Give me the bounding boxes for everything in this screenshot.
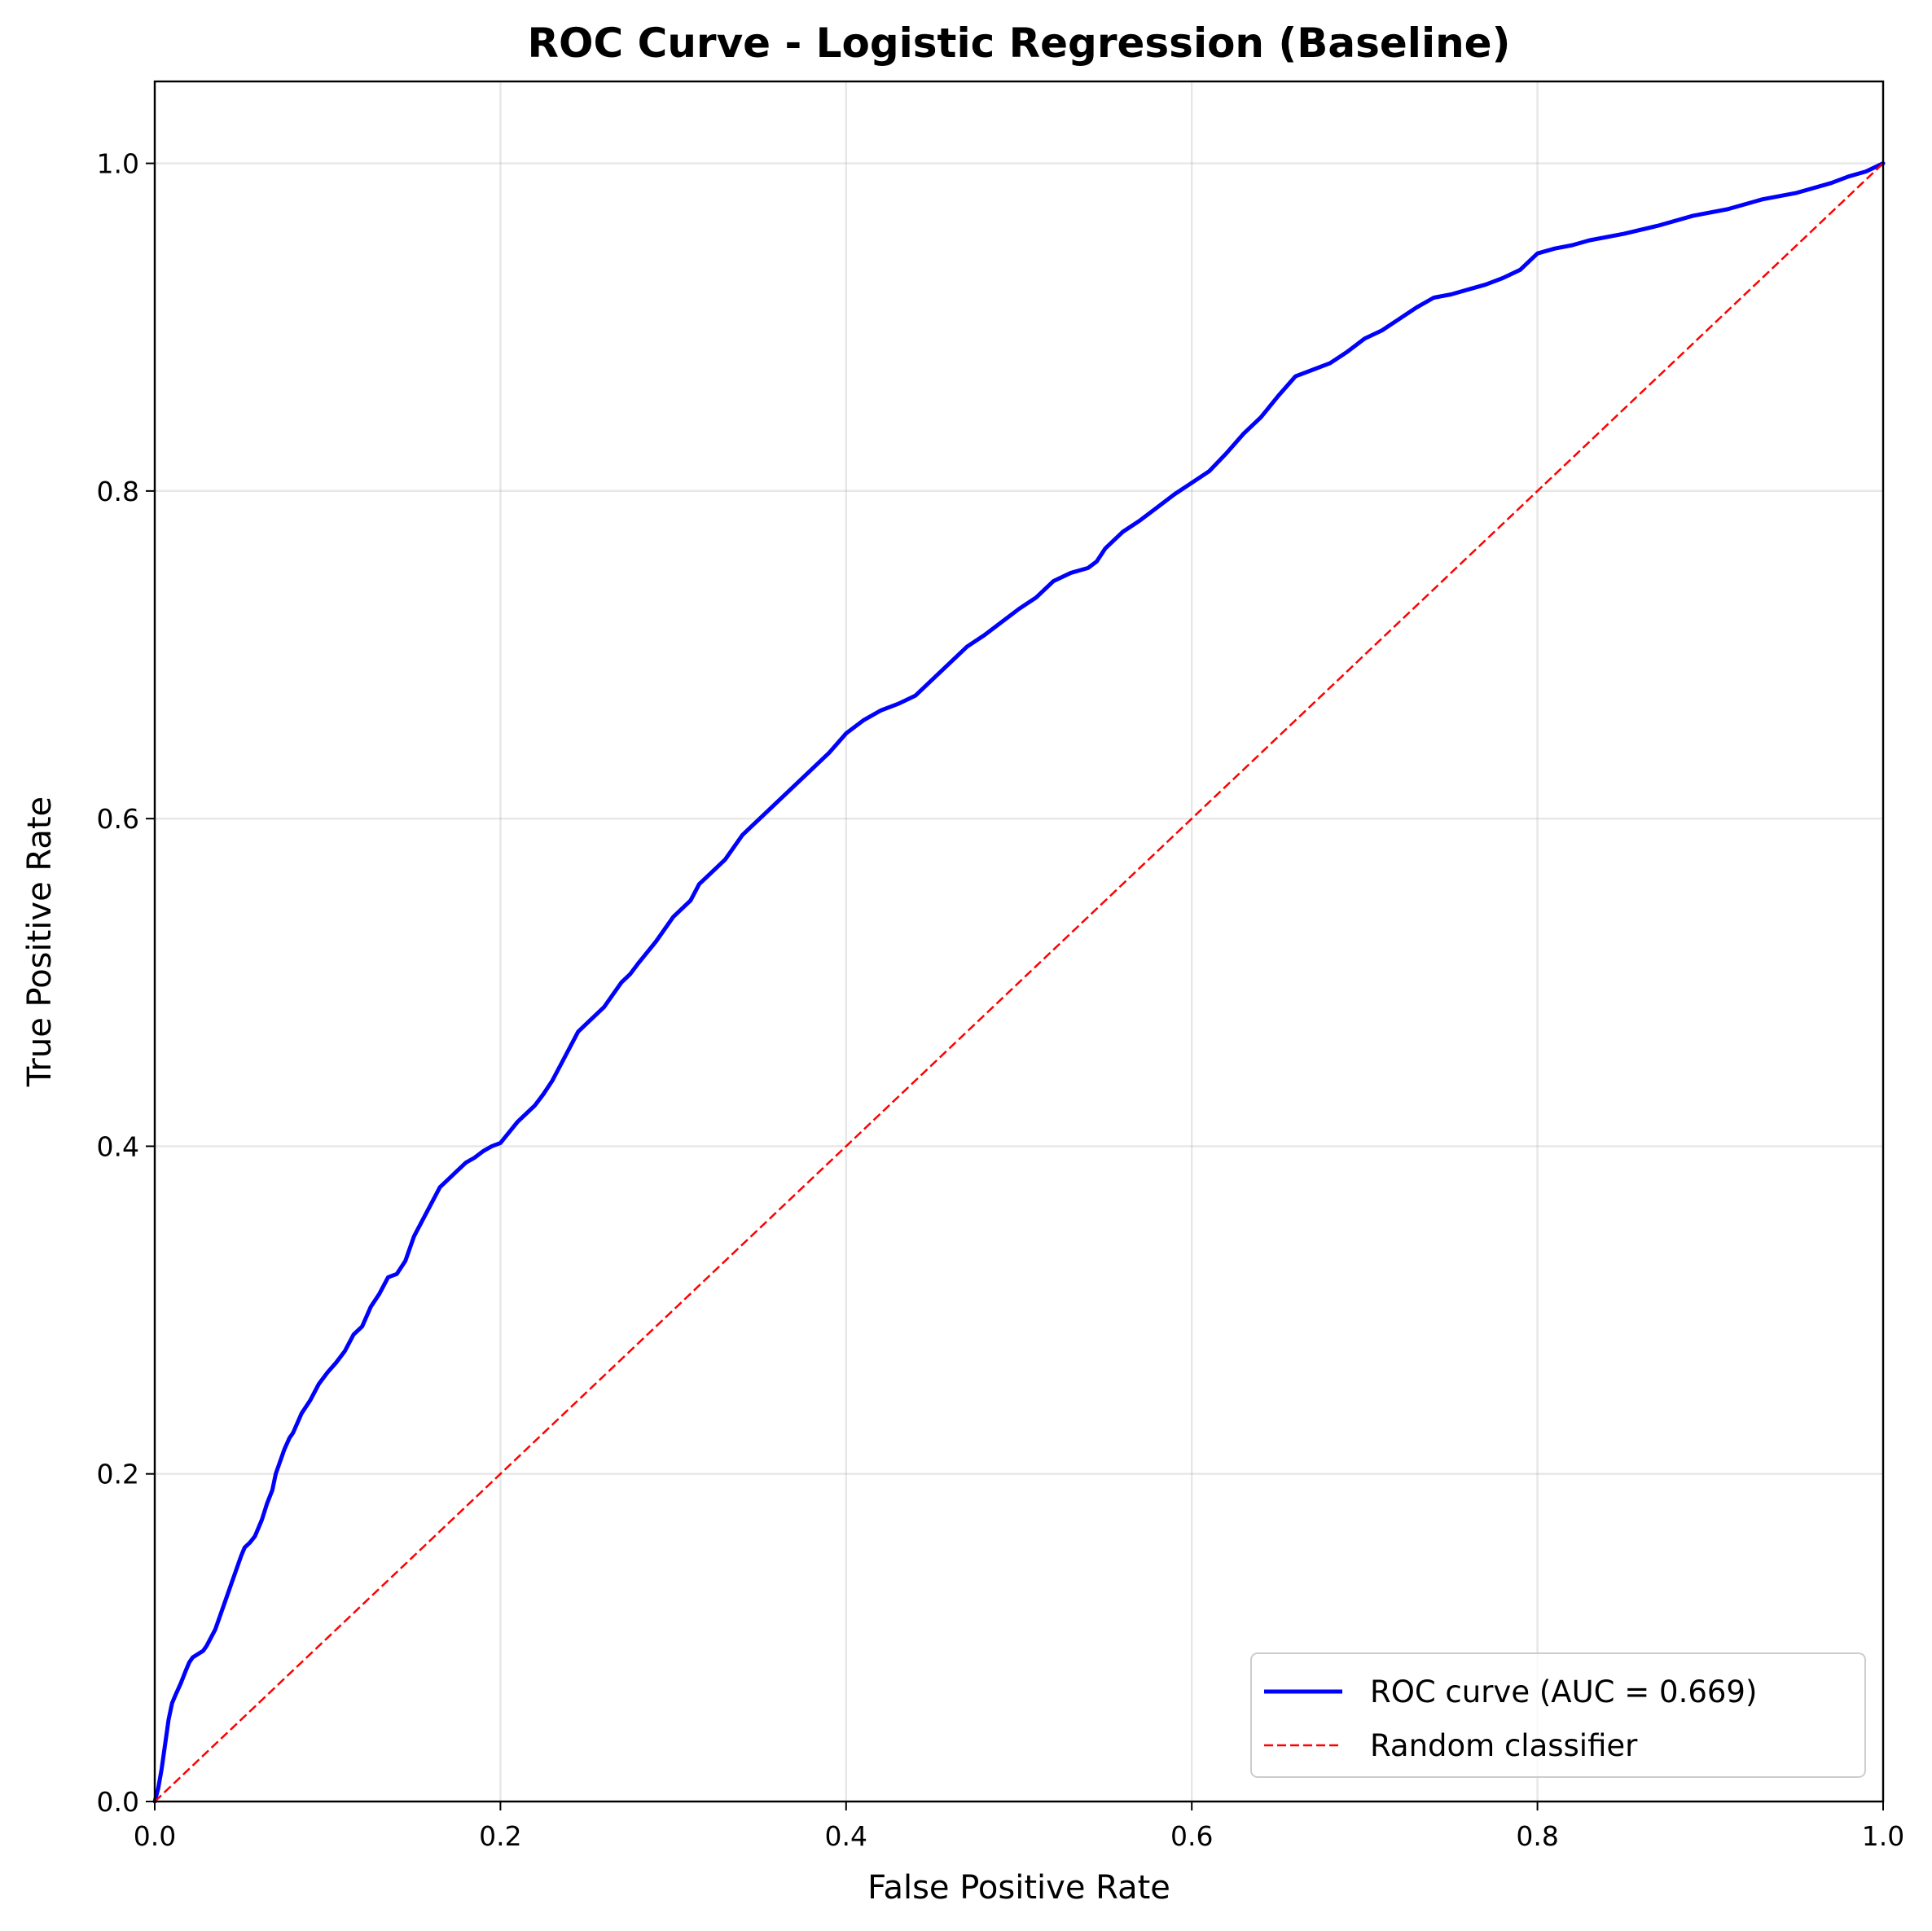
legend-roc-label: ROC curve (AUC = 0.669) [1370,1674,1757,1709]
legend: ROC curve (AUC = 0.669) Random classifie… [1250,1652,1866,1778]
legend-frame [1250,1652,1866,1778]
x-tick-label: 1.0 [1862,1820,1904,1852]
roc-curve-line [152,161,1886,1804]
plot-series [152,161,1886,1804]
x-tick-label: 0.6 [1170,1820,1213,1852]
axis-ticks: 0.0 0.2 0.4 0.6 0.8 1.0 0.0 0.2 0.4 0.6 0.8 1.0 [97,148,1905,1852]
y-tick-label: 0.8 [97,476,139,507]
y-tick-label: 0.4 [97,1130,139,1162]
x-tick-label: 0.4 [825,1820,867,1852]
x-axis-label: False Positive Rate [867,1869,1170,1907]
y-tick-label: 0.0 [97,1786,139,1818]
x-tick-label: 0.8 [1516,1820,1558,1852]
x-tick-label: 0.2 [479,1820,521,1852]
y-tick-label: 0.2 [97,1459,139,1490]
y-tick-label: 0.6 [97,803,139,835]
legend-random-label: Random classifier [1370,1728,1638,1763]
y-axis-label: True Positive Rate [21,797,59,1087]
x-tick-label: 0.0 [134,1820,176,1852]
plot-frame [153,80,1885,1803]
random-classifier-line [154,162,1884,1802]
chart-title: ROC Curve - Logistic Regression (Baselin… [528,20,1511,67]
y-tick-label: 1.0 [97,148,139,180]
